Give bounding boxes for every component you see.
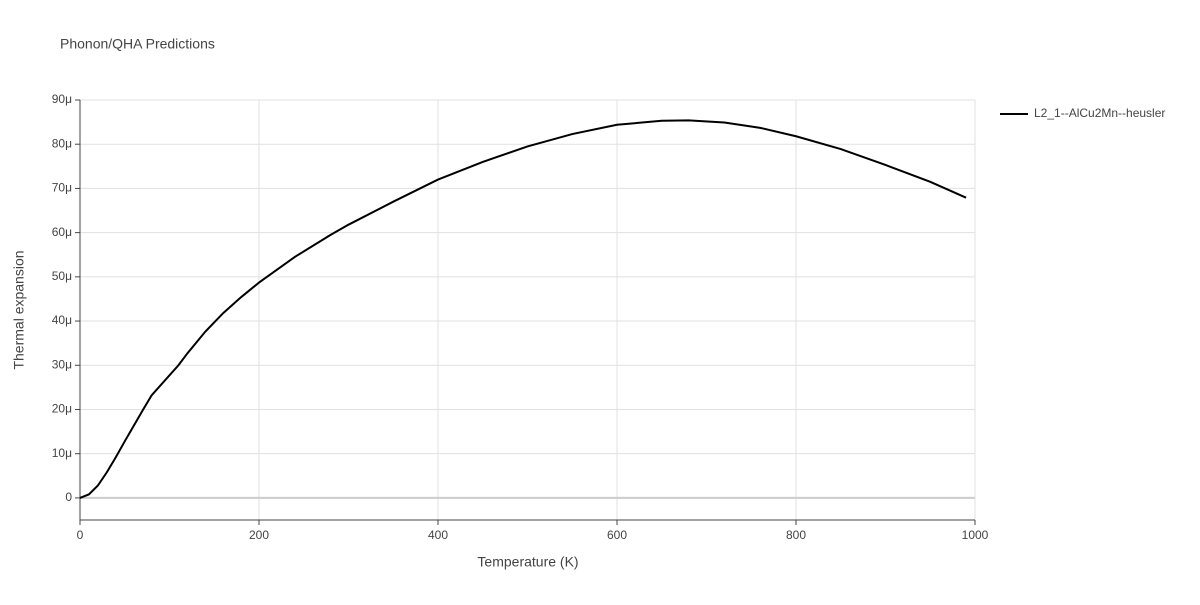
- y-tick-label: 50μ: [52, 269, 72, 283]
- x-axis-label: Temperature (K): [477, 554, 578, 570]
- x-tick-label: 400: [428, 528, 448, 542]
- chart-title: Phonon/QHA Predictions: [60, 36, 215, 52]
- legend-label: L2_1--AlCu2Mn--heusler: [1034, 106, 1165, 120]
- x-tick-label: 1000: [962, 528, 989, 542]
- x-tick-label: 200: [249, 528, 269, 542]
- data-line: [79, 119, 967, 499]
- y-tick-label: 20μ: [52, 402, 72, 416]
- y-tick-label: 60μ: [52, 225, 72, 239]
- y-tick-label: 90μ: [52, 92, 72, 106]
- y-tick-label: 40μ: [52, 313, 72, 327]
- y-tick-label: 10μ: [52, 446, 72, 460]
- x-tick-label: 800: [786, 528, 806, 542]
- y-tick-label: 70μ: [52, 181, 72, 195]
- x-tick-label: 600: [607, 528, 627, 542]
- y-axis-label: Thermal expansion: [11, 250, 27, 369]
- y-tick-label: 80μ: [52, 136, 72, 150]
- y-tick-label: 30μ: [52, 357, 72, 371]
- y-tick-label: 0: [65, 490, 72, 504]
- x-tick-label: 0: [77, 528, 84, 542]
